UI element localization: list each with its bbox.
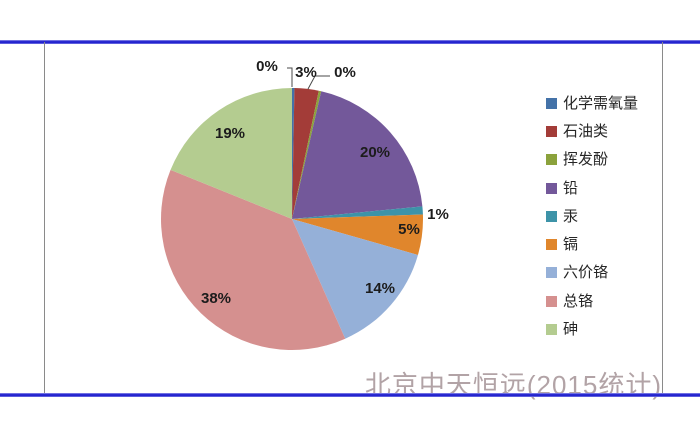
legend-label: 化学需氧量 — [563, 94, 639, 112]
plot-left-border — [44, 42, 45, 395]
pie-slice-1 — [292, 88, 319, 220]
pie-slice-4 — [292, 206, 423, 219]
pie-percent-label-5: 5% — [398, 221, 420, 238]
pie-percent-label-3: 20% — [360, 144, 390, 161]
pie-slice-6 — [292, 219, 418, 339]
legend-label: 六价铬 — [563, 264, 609, 282]
legend-label: 汞 — [563, 207, 579, 225]
pie-slice-0 — [292, 87, 295, 219]
legend-swatch-icon — [546, 125, 557, 137]
legend-item-2: 挥发酚 — [546, 146, 638, 174]
legend-label: 镉 — [563, 236, 579, 254]
legend-label: 挥发酚 — [563, 151, 609, 169]
pie-percent-label-0: 0% — [256, 58, 278, 75]
label-leader-line-0 — [287, 67, 293, 87]
chart-legend: 化学需氧量石油类挥发酚铅汞镉六价铬总铬砷 — [546, 89, 638, 344]
label-leader-line-2 — [307, 75, 330, 90]
legend-swatch-icon — [546, 324, 557, 336]
legend-item-3: 铅 — [546, 174, 638, 202]
legend-item-7: 总铬 — [546, 287, 638, 315]
bottom-border-line — [0, 393, 700, 397]
pie-slice-2 — [292, 90, 322, 220]
legend-swatch-icon — [546, 182, 557, 194]
pie-percent-label-1: 3% — [295, 64, 317, 81]
legend-label: 砷 — [563, 321, 579, 339]
pie-slice-3 — [292, 91, 423, 219]
legend-item-5: 镉 — [546, 230, 638, 258]
plot-right-border — [662, 42, 663, 395]
legend-item-0: 化学需氧量 — [546, 89, 638, 117]
legend-swatch-icon — [546, 154, 557, 166]
legend-item-8: 砷 — [546, 315, 638, 343]
legend-label: 石油类 — [563, 122, 609, 140]
legend-swatch-icon — [546, 267, 557, 279]
legend-swatch-icon — [546, 239, 557, 251]
legend-item-4: 汞 — [546, 202, 638, 230]
pie-percent-label-4: 1% — [427, 206, 449, 223]
pie-slice-7 — [161, 169, 346, 351]
legend-item-6: 六价铬 — [546, 259, 638, 287]
pie-slice-8 — [170, 88, 292, 219]
legend-label: 总铬 — [563, 292, 594, 310]
legend-swatch-icon — [546, 295, 557, 307]
legend-swatch-icon — [546, 97, 557, 109]
pie-percent-label-2: 0% — [334, 64, 356, 81]
pie-percent-label-6: 14% — [365, 280, 395, 297]
legend-label: 铅 — [563, 179, 579, 197]
legend-item-1: 石油类 — [546, 117, 638, 145]
pie-percent-label-8: 19% — [215, 125, 245, 142]
pie-percent-label-7: 38% — [201, 290, 231, 307]
legend-swatch-icon — [546, 210, 557, 222]
pie-slice-5 — [292, 214, 423, 255]
top-border-line — [0, 40, 700, 44]
